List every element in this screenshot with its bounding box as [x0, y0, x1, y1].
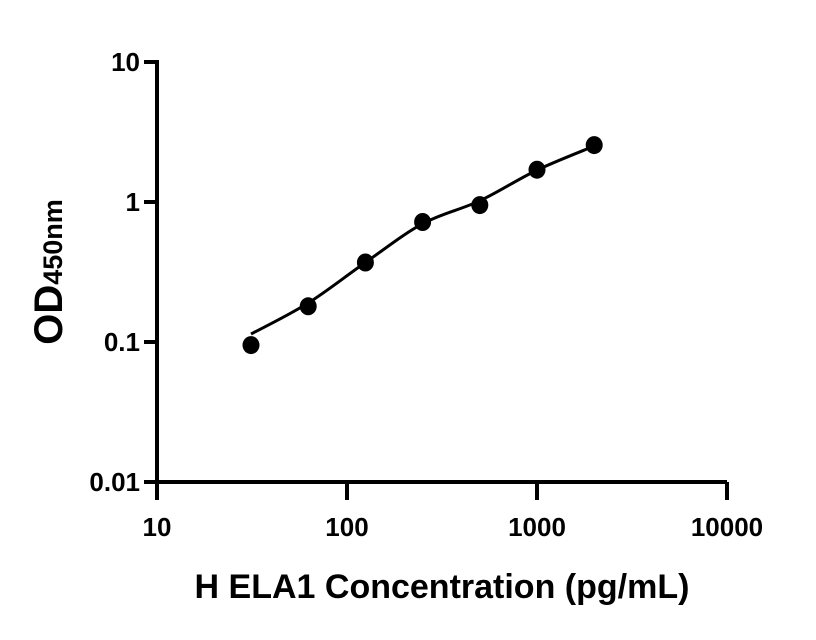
- x-tick-label: 100: [325, 512, 368, 542]
- axes: [155, 60, 727, 484]
- y-tick-label: 1: [126, 187, 140, 217]
- x-tick-label: 1000: [508, 512, 566, 542]
- x-tick-label: 10000: [691, 512, 763, 542]
- data-point: [299, 297, 317, 316]
- data-point: [414, 213, 432, 231]
- data-point: [585, 136, 603, 155]
- y-axis-title: OD450nm: [27, 199, 71, 345]
- data-point: [356, 253, 374, 272]
- x-tick-label: 10: [143, 512, 172, 542]
- data-point: [528, 160, 546, 179]
- y-axis-title-main: OD: [27, 285, 71, 345]
- data-series: [242, 136, 603, 355]
- data-point: [471, 196, 489, 215]
- data-point: [242, 336, 260, 355]
- y-tick-label: 0.01: [89, 467, 140, 497]
- x-axis-title: H ELA1 Concentration (pg/mL): [195, 568, 690, 606]
- axis-ticks: [144, 60, 729, 500]
- y-tick-label: 10: [111, 47, 140, 77]
- y-tick-label: 0.1: [104, 327, 140, 357]
- y-axis-title-subscript: 450nm: [38, 199, 68, 285]
